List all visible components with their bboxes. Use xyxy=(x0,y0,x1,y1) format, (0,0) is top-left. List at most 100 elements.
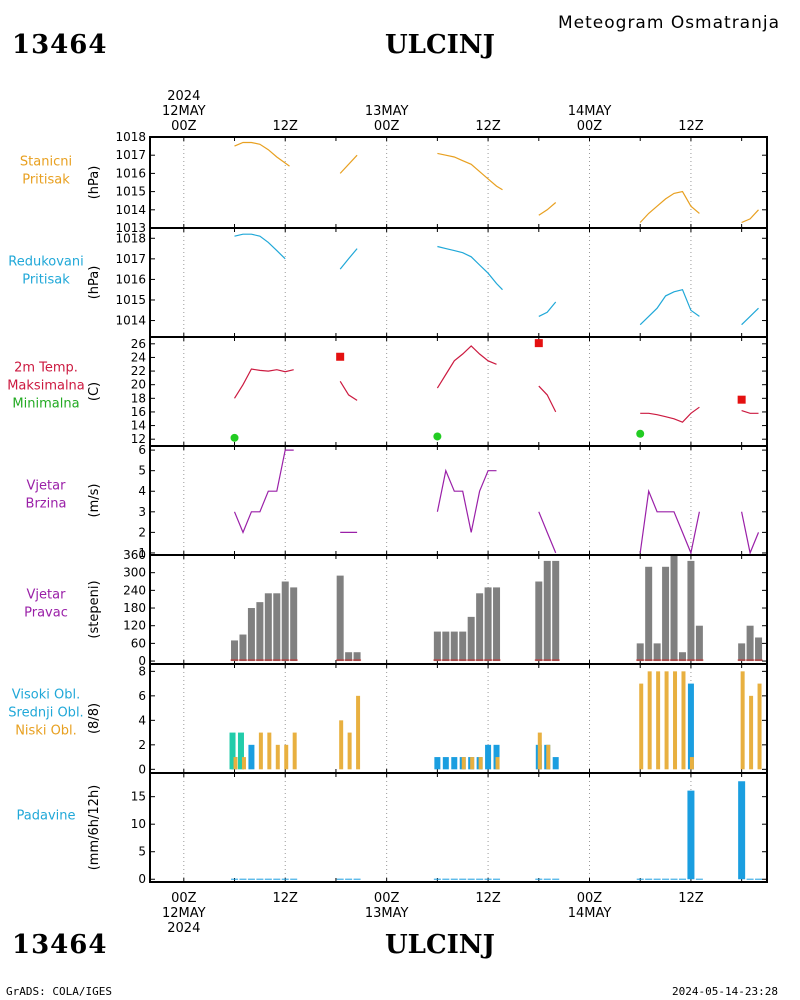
y-tick-label: 1015 xyxy=(115,185,146,199)
series-line xyxy=(437,152,503,191)
series-line xyxy=(437,245,503,291)
precip-bar xyxy=(353,878,361,880)
panel-title: 2m Temp. xyxy=(14,361,78,376)
cloud-bar xyxy=(284,744,289,770)
y-tick-label: 16 xyxy=(131,405,146,419)
direction-bar xyxy=(264,593,272,662)
cloud-bar xyxy=(485,744,492,770)
series-line xyxy=(538,301,557,317)
y-axis-label: (C) xyxy=(87,382,102,401)
y-tick-label: 1 xyxy=(138,546,146,560)
precip-bar xyxy=(543,878,551,880)
cloud-bar xyxy=(347,732,352,770)
panel-title: Pravac xyxy=(24,606,68,621)
y-axis-label: (stepeni) xyxy=(87,580,102,638)
cloud-bar xyxy=(267,732,272,770)
y-tick-label: 6 xyxy=(138,689,146,703)
y-axis-label: (8/8) xyxy=(87,703,102,734)
time-label-top: 12Z xyxy=(273,119,299,134)
cloud-bar xyxy=(237,732,244,770)
y-tick-label: 1014 xyxy=(115,203,146,217)
cloud-bar xyxy=(248,744,255,770)
series-line xyxy=(538,385,557,413)
cloud-bar xyxy=(689,757,694,770)
precip-bar xyxy=(264,878,272,880)
y-tick-label: 8 xyxy=(138,664,146,678)
y-tick-label: 1018 xyxy=(115,231,146,245)
y-tick-label: 0 xyxy=(138,654,146,668)
time-label-top: 00Z xyxy=(171,119,197,134)
series-line xyxy=(339,154,358,174)
precip-bar xyxy=(535,878,543,880)
direction-bar xyxy=(543,560,551,662)
precip-bar xyxy=(273,878,281,880)
station-name-top: ULCINJ xyxy=(385,30,495,60)
y-tick-label: 18 xyxy=(131,391,146,405)
y-tick-label: 4 xyxy=(138,484,146,498)
time-label-bottom: 13MAY xyxy=(365,906,409,921)
direction-bar xyxy=(687,560,695,662)
direction-bar xyxy=(746,625,754,662)
panel-title: Vjetar xyxy=(27,588,67,603)
precip-bar xyxy=(738,781,746,880)
direction-bar xyxy=(552,560,560,662)
cloud-bar xyxy=(292,732,297,770)
precip-bar xyxy=(459,878,467,880)
max-temp-point xyxy=(737,395,746,404)
cloud-bar xyxy=(233,757,238,770)
panel-title: Pritisak xyxy=(22,273,70,288)
time-label-bottom: 12Z xyxy=(678,891,704,906)
time-label-bottom: 00Z xyxy=(577,891,603,906)
y-tick-label: 0 xyxy=(138,872,146,886)
y-tick-label: 2 xyxy=(138,738,146,752)
precip-bar xyxy=(493,878,501,880)
direction-bar xyxy=(433,631,441,662)
y-axis-label: (hPa) xyxy=(87,266,102,300)
cloud-bar xyxy=(442,757,449,770)
time-label-top: 00Z xyxy=(374,119,400,134)
direction-bar xyxy=(636,643,644,662)
precip-bar xyxy=(636,878,644,880)
direction-bar xyxy=(353,652,361,662)
y-tick-label: 20 xyxy=(131,378,146,392)
time-label-bottom: 00Z xyxy=(171,891,197,906)
panel-title: Redukovani xyxy=(8,255,83,270)
min-temp-point xyxy=(433,432,442,441)
direction-bar xyxy=(645,566,653,662)
precip-bar xyxy=(247,878,255,880)
cloud-bar xyxy=(537,732,542,770)
precip-bar xyxy=(695,878,703,880)
panel-title: Minimalna xyxy=(12,397,79,412)
cloud-bar xyxy=(275,744,280,770)
cloud-bar xyxy=(647,671,652,770)
station-name-bottom: ULCINJ xyxy=(385,930,495,960)
cloud-bar xyxy=(461,757,466,770)
series-line xyxy=(436,345,497,389)
panel-frame xyxy=(149,772,768,883)
series-line xyxy=(639,288,700,326)
panel-frame xyxy=(149,336,768,447)
cloud-bar xyxy=(258,732,263,770)
cloud-bar xyxy=(339,720,344,770)
y-tick-label: 180 xyxy=(123,601,146,615)
y-axis-label: (hPa) xyxy=(87,166,102,200)
precip-bar xyxy=(746,878,754,880)
software-credit: GrADS: COLA/IGES xyxy=(6,985,112,998)
y-tick-label: 24 xyxy=(131,350,146,364)
series-line xyxy=(234,141,290,167)
direction-bar xyxy=(467,616,475,662)
panel-title: Brzina xyxy=(26,497,67,512)
precip-bar xyxy=(231,878,239,880)
direction-bar xyxy=(450,631,458,662)
time-label-top: 00Z xyxy=(577,119,603,134)
time-label-top: 14MAY xyxy=(568,104,612,119)
series-line xyxy=(339,380,358,401)
series-line xyxy=(639,190,700,223)
y-tick-label: 14 xyxy=(131,419,146,433)
cloud-bar xyxy=(495,757,500,770)
panel-title: Visoki Obl. xyxy=(12,688,80,703)
y-tick-label: 22 xyxy=(131,364,146,378)
y-tick-label: 1013 xyxy=(115,221,146,235)
y-tick-label: 5 xyxy=(138,464,146,478)
